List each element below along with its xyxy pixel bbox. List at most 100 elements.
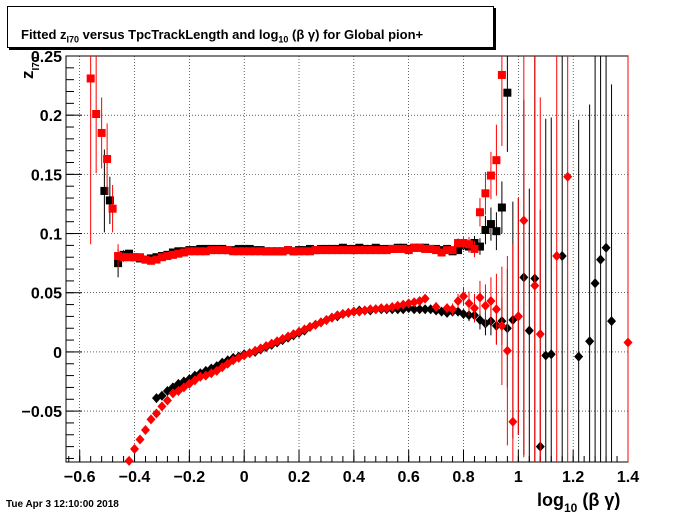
data-point (431, 301, 441, 312)
data-point (327, 246, 336, 255)
data-point (125, 253, 134, 262)
data-point (289, 247, 298, 256)
data-point (470, 244, 479, 253)
data-point (256, 247, 265, 256)
x-tick-label: −0.2 (174, 469, 206, 486)
data-point (201, 247, 210, 256)
y-tick-label: −0.05 (22, 404, 63, 421)
data-point (454, 239, 463, 248)
data-point (157, 390, 167, 401)
data-point (437, 248, 446, 257)
data-point (262, 247, 271, 256)
data-point (300, 247, 309, 256)
data-point (459, 291, 469, 302)
x-tick-label: 0 (240, 469, 249, 486)
data-point (284, 246, 293, 255)
data-point (103, 154, 112, 163)
data-point (497, 320, 507, 331)
x-tick-label: 1 (514, 469, 523, 486)
data-point (596, 254, 606, 265)
data-point (163, 252, 172, 261)
data-point (366, 246, 375, 255)
data-point (146, 414, 156, 425)
data-point (464, 298, 474, 309)
data-point (174, 249, 183, 258)
data-point (100, 186, 109, 195)
data-point (574, 351, 584, 362)
data-point (162, 395, 172, 406)
data-point (410, 243, 419, 252)
y-axis-label: zI70 (18, 56, 42, 79)
data-point (552, 251, 562, 262)
svg-text:zI70: zI70 (18, 56, 42, 79)
data-point (486, 296, 496, 307)
data-point (415, 243, 424, 252)
data-point (245, 247, 254, 256)
data-point (469, 303, 479, 314)
data-point (486, 171, 495, 180)
data-point (240, 247, 249, 256)
data-point (503, 88, 512, 97)
data-point (601, 242, 611, 253)
data-point (212, 246, 221, 255)
x-tick-label: 1.2 (562, 469, 584, 486)
data-point (311, 246, 320, 255)
data-point (218, 246, 227, 255)
data-point (333, 246, 342, 255)
axis-ticks: −0.6 −0.4 −0.2 0 0.2 0.4 0.6 0.8 1 1.2 1.4 −0.05 0 0.… (22, 49, 640, 486)
x-tick-label: 0.4 (343, 469, 365, 486)
data-point (497, 203, 506, 212)
data-point (316, 246, 325, 255)
data-point (443, 246, 452, 255)
x-axis-label: log10 (β γ) (537, 490, 620, 514)
data-point (530, 280, 540, 291)
data-point (480, 300, 490, 311)
data-point (141, 425, 151, 436)
datestamp: Tue Apr 3 12:10:00 2018 (6, 499, 119, 510)
data-point (151, 408, 161, 419)
data-point (157, 401, 167, 412)
data-point (502, 345, 512, 356)
y-tick-label: 0.25 (31, 49, 62, 66)
data-point (365, 304, 375, 315)
data-point (453, 296, 463, 307)
data-point (454, 246, 463, 255)
data-point (492, 156, 501, 165)
x-tick-label: 0.2 (288, 469, 310, 486)
y-tick-label: 0.15 (31, 167, 62, 184)
data-point (185, 247, 194, 256)
data-point (130, 253, 139, 262)
data-point (97, 128, 106, 137)
data-point (432, 246, 441, 255)
data-point (251, 247, 260, 256)
data-point (223, 246, 232, 255)
data-point (86, 74, 95, 83)
data-point (376, 303, 386, 314)
data-point (273, 247, 282, 256)
data-point (157, 253, 166, 262)
data-point (295, 247, 304, 256)
data-point (475, 208, 484, 217)
data-point (475, 242, 484, 251)
data-point (508, 416, 518, 427)
data-point (196, 247, 205, 256)
data-point (207, 246, 216, 255)
data-point (404, 246, 413, 255)
data-point (426, 244, 435, 253)
data-point (557, 251, 567, 262)
data-point (135, 434, 145, 445)
data-point (360, 246, 369, 255)
data-point (421, 244, 430, 253)
y-tick-label: 0.05 (31, 286, 62, 303)
data-point (92, 110, 101, 118)
data-point (491, 304, 501, 315)
data-point (179, 248, 188, 257)
data-point (585, 336, 595, 347)
data-point (105, 196, 114, 205)
data-point (607, 316, 617, 327)
data-point (448, 246, 457, 255)
data-point (492, 227, 501, 236)
data-point (420, 304, 430, 315)
data-point (119, 253, 128, 262)
